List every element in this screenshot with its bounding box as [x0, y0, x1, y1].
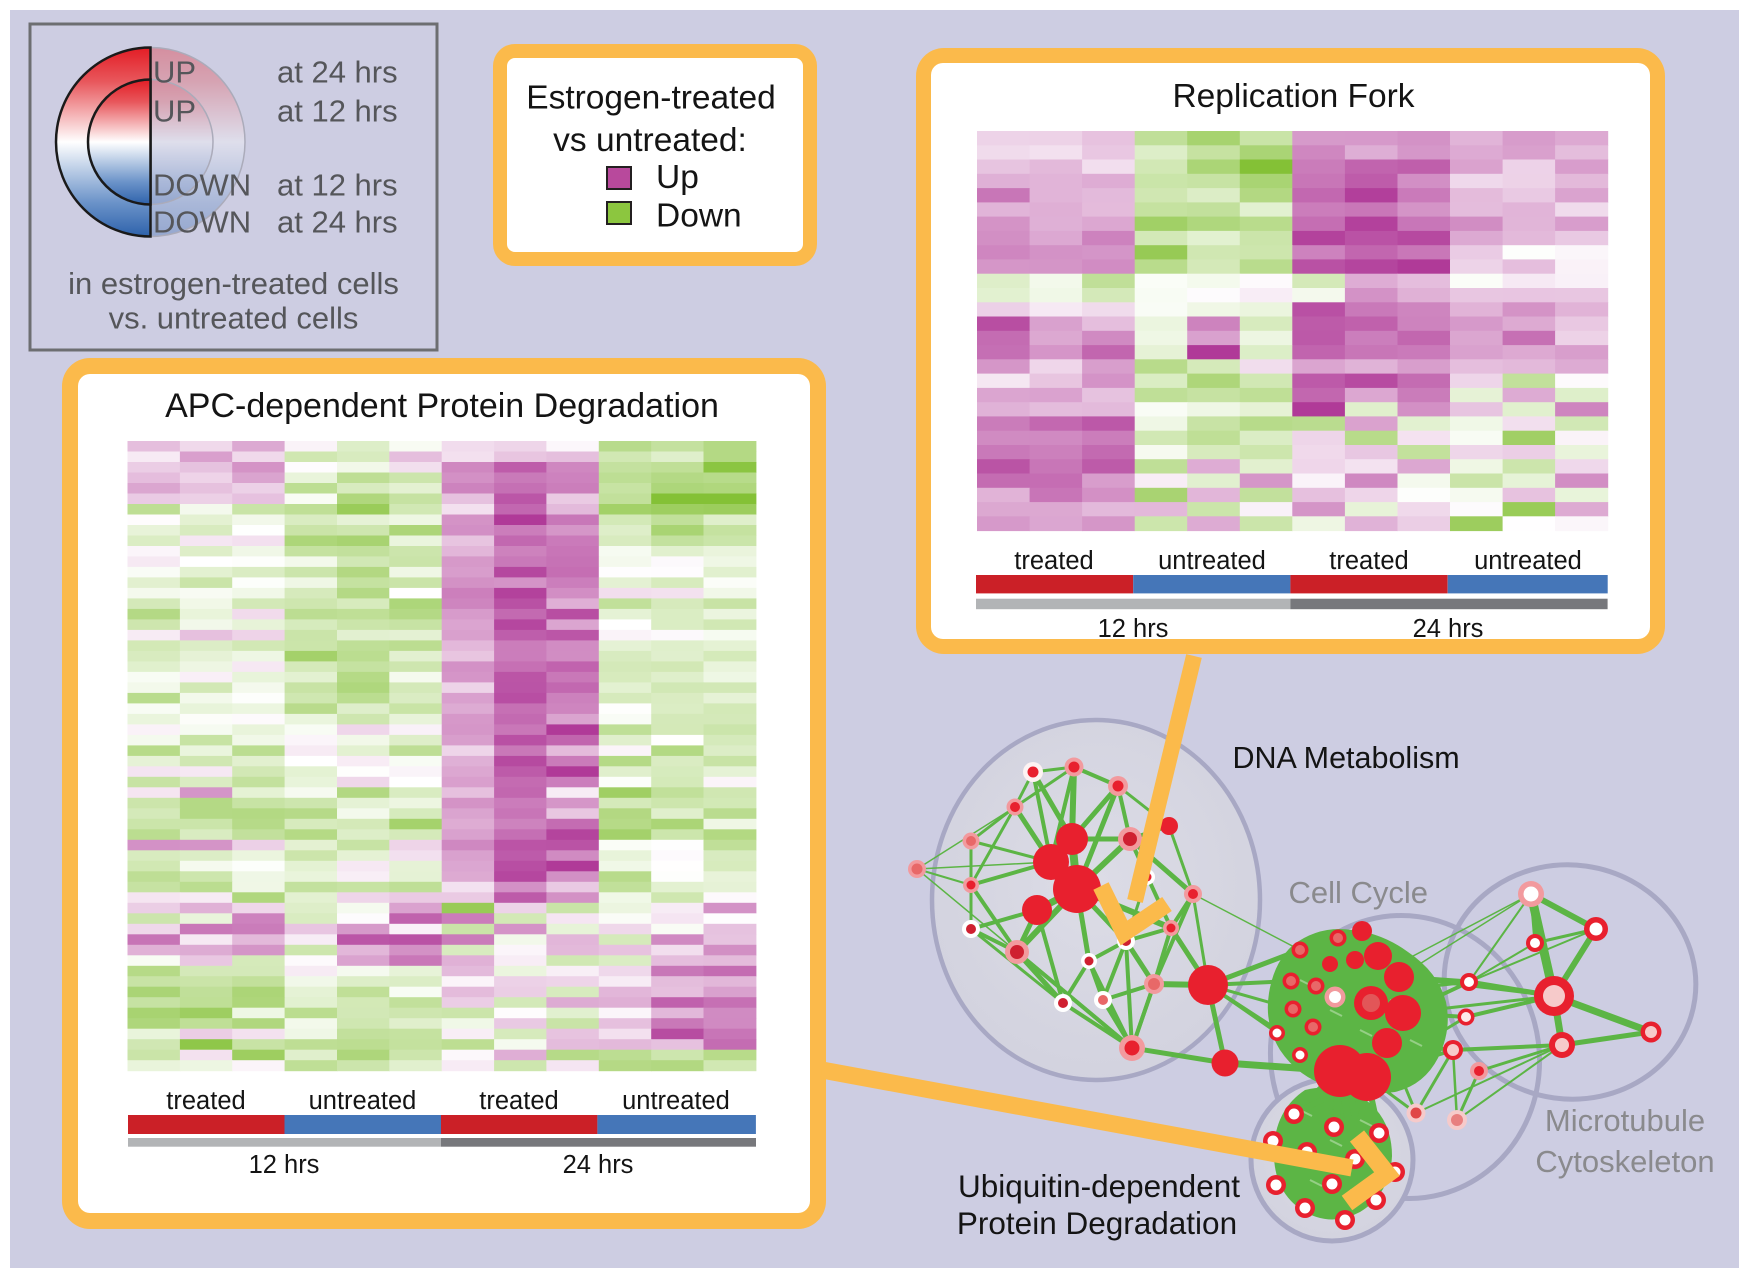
svg-text:UP: UP	[153, 94, 196, 129]
svg-text:Down: Down	[656, 198, 742, 235]
svg-text:APC-dependent Protein Degradat: APC-dependent Protein Degradation	[165, 387, 719, 425]
svg-text:at 24 hrs: at 24 hrs	[277, 55, 398, 90]
svg-text:in estrogen-treated cells: in estrogen-treated cells	[68, 266, 399, 301]
svg-text:DOWN: DOWN	[153, 205, 251, 240]
svg-text:treated: treated	[166, 1087, 245, 1115]
svg-text:Cytoskeleton: Cytoskeleton	[1535, 1144, 1714, 1179]
svg-text:Up: Up	[656, 159, 699, 196]
svg-text:Protein Degradation: Protein Degradation	[957, 1205, 1237, 1241]
svg-text:UP: UP	[153, 55, 196, 90]
svg-text:untreated: untreated	[1158, 547, 1266, 575]
svg-text:treated: treated	[1014, 547, 1093, 575]
svg-text:at 12 hrs: at 12 hrs	[277, 168, 398, 203]
svg-text:Ubiquitin-dependent: Ubiquitin-dependent	[958, 1168, 1240, 1204]
svg-text:24 hrs: 24 hrs	[563, 1151, 634, 1179]
svg-text:DOWN: DOWN	[153, 168, 251, 203]
svg-text:vs untreated:: vs untreated:	[553, 122, 747, 159]
svg-text:Replication Fork: Replication Fork	[1172, 78, 1414, 115]
svg-text:Estrogen-treated: Estrogen-treated	[526, 80, 776, 117]
svg-text:24 hrs: 24 hrs	[1413, 615, 1484, 643]
svg-text:at 24 hrs: at 24 hrs	[277, 205, 398, 240]
svg-text:Microtubule: Microtubule	[1545, 1103, 1705, 1138]
svg-text:treated: treated	[1329, 547, 1408, 575]
svg-text:Cell Cycle: Cell Cycle	[1289, 875, 1429, 910]
svg-text:untreated: untreated	[1474, 547, 1582, 575]
svg-text:at 12 hrs: at 12 hrs	[277, 94, 398, 129]
svg-text:untreated: untreated	[309, 1087, 417, 1115]
svg-text:12 hrs: 12 hrs	[1098, 615, 1169, 643]
svg-text:treated: treated	[479, 1087, 558, 1115]
svg-text:vs. untreated cells: vs. untreated cells	[109, 301, 359, 336]
svg-text:12 hrs: 12 hrs	[249, 1151, 320, 1179]
svg-text:untreated: untreated	[622, 1087, 730, 1115]
svg-text:DNA Metabolism: DNA Metabolism	[1233, 741, 1460, 775]
